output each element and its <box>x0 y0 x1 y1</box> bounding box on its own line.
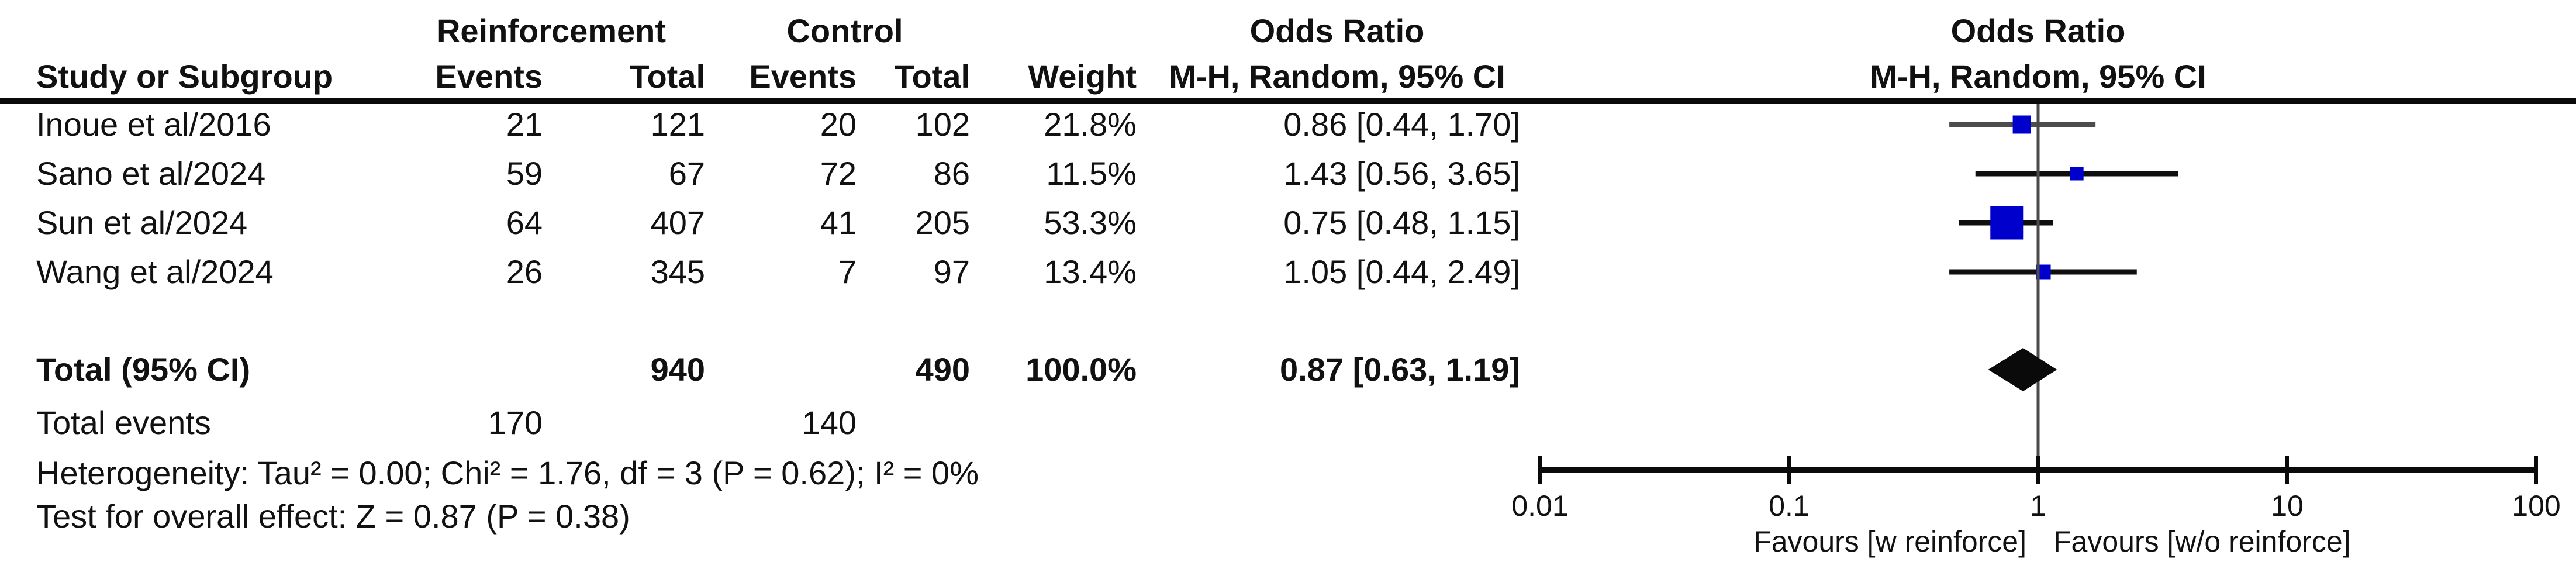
favours-right-label: Favours [w/o reinforce] <box>2053 525 2351 558</box>
total-or-ci-text: 0.87 [0.63, 1.19] <box>1280 351 1520 388</box>
effect-square <box>1990 206 2024 240</box>
col-header-total-reinforcement: Total <box>629 58 705 95</box>
events-control-value: 72 <box>820 155 857 192</box>
column-header-odds-ratio-text: Odds Ratio <box>1249 12 1425 49</box>
or-ci-text: 1.43 [0.56, 3.65] <box>1283 155 1520 192</box>
col-header-total-control: Total <box>894 58 970 95</box>
axis-tick-label: 100 <box>2512 490 2561 522</box>
total-control-value: 97 <box>933 253 970 290</box>
total-reinforcement-value: 67 <box>668 155 705 192</box>
group-header-control: Control <box>786 12 903 49</box>
weight-value: 21.8% <box>1044 106 1137 143</box>
effect-square <box>2070 167 2084 181</box>
total-events-reinforcement: 170 <box>488 404 543 441</box>
total-reinforcement-value: 121 <box>650 106 705 143</box>
total-control-value: 102 <box>915 106 970 143</box>
events-control-value: 41 <box>820 204 857 241</box>
plot-header-mh-random-ci: M-H, Random, 95% CI <box>1870 58 2206 95</box>
events-control-value: 20 <box>820 106 857 143</box>
axis-tick-label: 10 <box>2271 490 2304 522</box>
total-weight: 100.0% <box>1025 351 1137 388</box>
total-row-label: Total (95% CI) <box>36 351 251 388</box>
summary-diamond <box>1988 348 2057 391</box>
total-events-label: Total events <box>36 404 211 441</box>
total-control-value: 86 <box>933 155 970 192</box>
effect-square <box>2012 115 2031 134</box>
weight-value: 11.5% <box>1046 155 1137 192</box>
study-name: Sun et al/2024 <box>36 204 248 241</box>
col-header-study: Study or Subgroup <box>36 58 333 95</box>
axis-tick-label: 1 <box>2030 490 2046 522</box>
weight-value: 53.3% <box>1044 204 1137 241</box>
total-reinforcement-value: 407 <box>650 204 705 241</box>
col-header-weight: Weight <box>1028 58 1137 95</box>
plot-header-odds-ratio: Odds Ratio <box>1950 12 2126 49</box>
col-header-mh-random-ci: M-H, Random, 95% CI <box>1169 58 1505 95</box>
total-reinforcement-value: 345 <box>650 253 705 290</box>
events-reinforcement-value: 64 <box>506 204 543 241</box>
total-events-control: 140 <box>802 404 857 441</box>
axis-tick-label: 0.1 <box>1769 490 1810 522</box>
study-name: Sano et al/2024 <box>36 155 266 192</box>
or-ci-text: 0.86 [0.44, 1.70] <box>1283 106 1520 143</box>
header-separator-line <box>0 98 2576 104</box>
heterogeneity-text: Heterogeneity: Tau² = 0.00; Chi² = 1.76,… <box>36 454 979 491</box>
events-reinforcement-value: 59 <box>506 155 543 192</box>
study-name: Wang et al/2024 <box>36 253 274 290</box>
total-reinforcement-sum: 940 <box>650 351 705 388</box>
total-control-sum: 490 <box>915 351 970 388</box>
study-name: Inoue et al/2016 <box>36 106 271 143</box>
events-reinforcement-value: 21 <box>506 106 543 143</box>
weight-value: 13.4% <box>1044 253 1137 290</box>
overall-effect-text: Test for overall effect: Z = 0.87 (P = 0… <box>36 498 630 535</box>
group-header-reinforcement: Reinforcement <box>436 12 667 49</box>
favours-left-label: Favours [w reinforce] <box>1753 525 2026 558</box>
total-control-value: 205 <box>915 204 970 241</box>
events-reinforcement-value: 26 <box>506 253 543 290</box>
events-control-value: 7 <box>838 253 857 290</box>
col-header-events-reinforcement: Events <box>435 58 543 95</box>
col-header-events-control: Events <box>749 58 857 95</box>
or-ci-text: 0.75 [0.48, 1.15] <box>1283 204 1520 241</box>
or-ci-text: 1.05 [0.44, 2.49] <box>1283 253 1520 290</box>
axis-tick-label: 0.01 <box>1511 490 1569 522</box>
